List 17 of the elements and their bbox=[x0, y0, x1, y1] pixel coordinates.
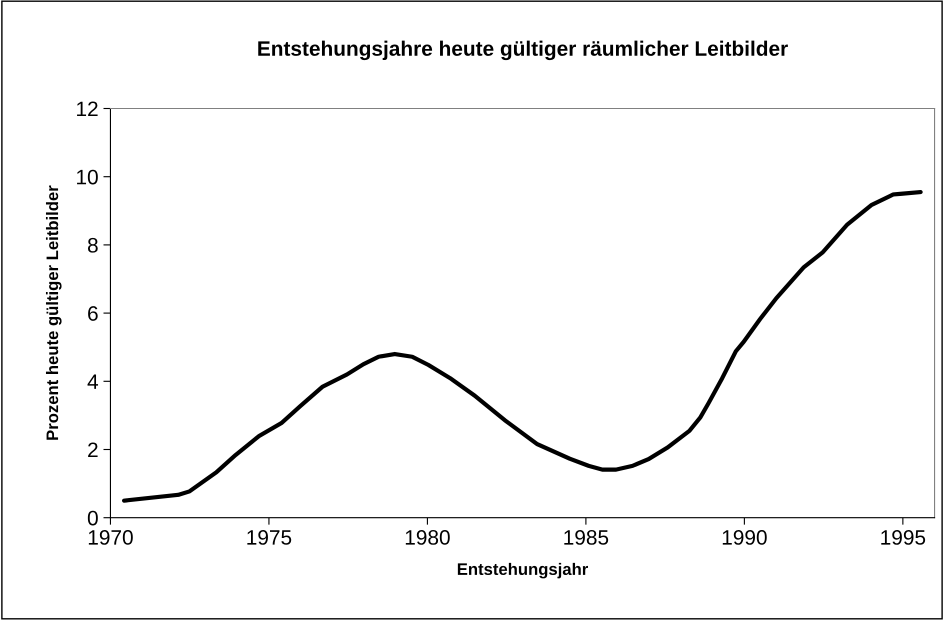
y-tick-label: 12 bbox=[77, 102, 98, 116]
x-tick-label: 1985 bbox=[564, 530, 608, 545]
x-tick-label: 1980 bbox=[406, 530, 450, 545]
x-tick-label: 1975 bbox=[247, 530, 292, 545]
y-tick-label: 6 bbox=[88, 306, 98, 321]
y-axis-title: Prozent heute gültiger Leitbilder bbox=[46, 186, 62, 440]
x-tick-label: 1995 bbox=[881, 530, 926, 545]
y-tick-label: 0 bbox=[88, 510, 98, 526]
y-tick-label: 10 bbox=[77, 170, 98, 184]
x-axis-title: Entstehungsjahr bbox=[458, 562, 588, 578]
x-tick-label: 1970 bbox=[88, 530, 133, 545]
x-tick-label: 1990 bbox=[722, 530, 767, 545]
line-series bbox=[122, 190, 923, 503]
y-tick-label: 8 bbox=[88, 238, 98, 253]
chart-title: Entstehungsjahre heute gültiger räumlicher Leitbilder bbox=[258, 40, 788, 60]
y-tick-label: 4 bbox=[88, 374, 98, 389]
y-tick-label: 2 bbox=[88, 442, 98, 458]
